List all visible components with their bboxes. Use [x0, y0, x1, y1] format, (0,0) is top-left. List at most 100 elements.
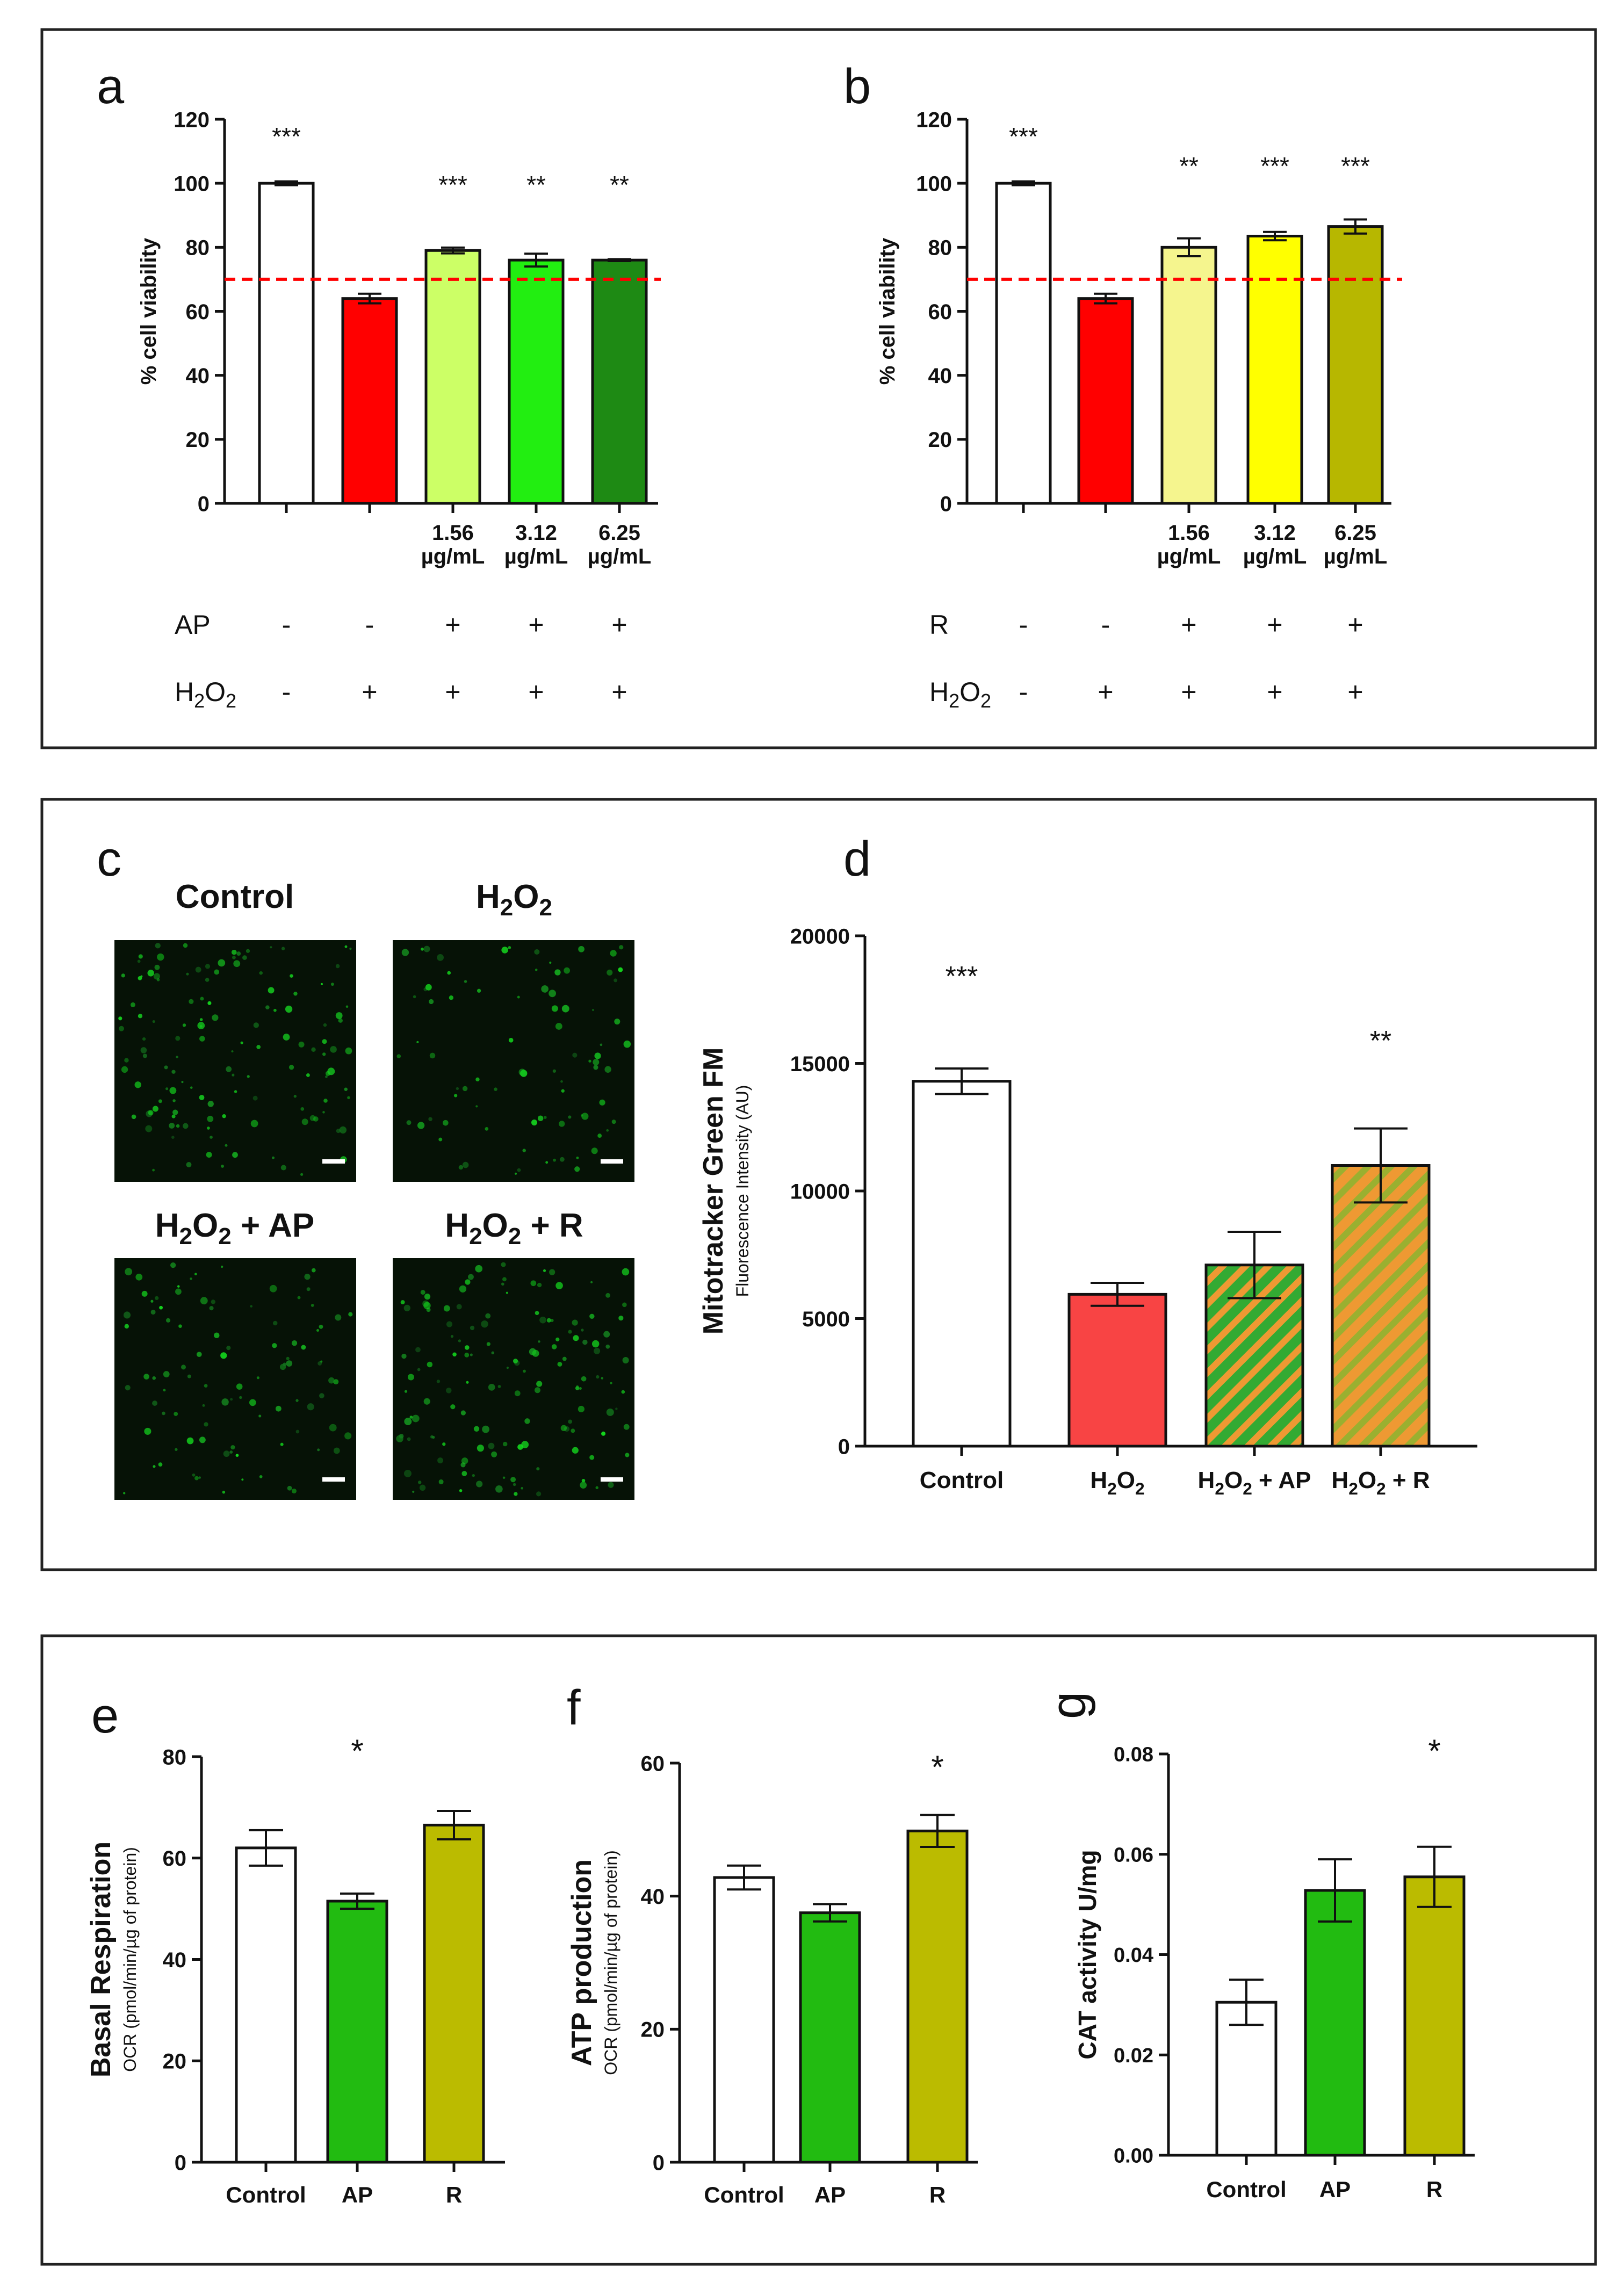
fluorescence-speckle: [317, 1448, 320, 1452]
fluorescence-speckle: [123, 1492, 126, 1494]
fluorescence-speckle: [207, 1127, 210, 1130]
fluorescence-speckle: [610, 950, 617, 957]
fluorescence-speckle: [186, 1162, 192, 1167]
fluorescence-speckle: [452, 1352, 457, 1357]
category-label: R: [929, 2182, 946, 2207]
category-label: Control: [226, 2182, 306, 2207]
fluorescence-speckle: [295, 1399, 299, 1402]
fluorescence-speckle: [313, 1116, 319, 1122]
fluorescence-speckle: [401, 1353, 407, 1359]
image-label-h2o2: H2O2: [476, 878, 552, 921]
category-label: Control: [1206, 2177, 1286, 2202]
fluorescence-speckle: [155, 943, 161, 949]
condition-row-label: H2O2: [929, 677, 991, 712]
bar: [799, 1911, 861, 2164]
fluorescence-speckle: [124, 1324, 129, 1329]
fluorescence-speckle: [226, 1066, 232, 1072]
y-tick-label: 0: [653, 2151, 665, 2175]
fluorescence-speckle: [158, 1099, 162, 1103]
category-label: AP: [814, 2182, 846, 2207]
fluorescence-speckle: [534, 1387, 540, 1394]
fluorescence-speckle: [220, 1352, 227, 1359]
fluorescence-speckle: [537, 1282, 542, 1288]
fluorescence-speckle: [438, 1479, 444, 1484]
bar: [508, 258, 565, 505]
fluorescence-speckle: [232, 955, 236, 959]
fluorescence-speckle: [517, 995, 520, 999]
y-tick-label: 0.00: [1114, 2145, 1153, 2168]
fluorescence-speckle: [242, 955, 247, 960]
fluorescence-speckle: [157, 953, 164, 961]
fluorescence-speckle: [590, 1281, 593, 1283]
chart-a-cell-viability-ap: 0 20 40 60 80 100 120 % cell viability *** *** 1.5…: [137, 108, 661, 712]
fluorescence-speckle: [147, 970, 154, 977]
fluorescence-speckle: [618, 1316, 624, 1321]
image-label-h2o2-r: H2O2 + R: [445, 1207, 583, 1250]
fluorescence-speckle: [581, 1114, 583, 1117]
fluorescence-speckle: [581, 1113, 589, 1120]
y-tick-label: 20: [186, 428, 210, 452]
fluorescence-speckle: [536, 1491, 542, 1497]
fluorescence-speckle: [506, 1367, 509, 1369]
fluorescence-speckle: [230, 1398, 233, 1401]
fluorescence-speckle: [281, 947, 285, 951]
fluorescence-speckle: [523, 1369, 526, 1373]
fluorescence-speckle: [250, 1305, 252, 1308]
fluorescence-speckle: [206, 1152, 212, 1158]
fluorescence-speckle: [252, 1095, 258, 1101]
fluorescence-speckle: [466, 1381, 469, 1384]
fluorescence-speckle: [582, 1339, 588, 1345]
fluorescence-speckle: [428, 1117, 432, 1121]
y-tick-label: 20000: [790, 925, 850, 948]
fluorescence-speckle: [304, 1274, 311, 1280]
fluorescence-speckle: [427, 1361, 433, 1368]
fluorescence-speckle: [231, 949, 237, 955]
fluorescence-speckle: [322, 1052, 326, 1056]
condition-sign: +: [528, 677, 544, 707]
panel-letter-b: b: [843, 59, 871, 114]
panel-letter-g: g: [1041, 1692, 1096, 1719]
y-tick-label: 0.02: [1114, 2045, 1153, 2067]
fluorescence-speckle: [301, 1345, 306, 1350]
y-tick-label: 60: [163, 1847, 187, 1871]
fluorescence-speckle: [450, 1334, 454, 1338]
fluorescence-speckle: [283, 1034, 290, 1041]
y-tick-label: 60: [186, 300, 210, 324]
condition-sign: +: [1267, 677, 1282, 707]
fluorescence-speckle: [226, 1346, 231, 1351]
fluorescence-speckle: [396, 1054, 401, 1059]
fluorescence-speckle: [181, 1081, 184, 1084]
condition-sign: +: [1347, 610, 1363, 640]
fluorescence-speckle: [568, 1419, 573, 1424]
microscopy-panel-c: Control H2O2 H2O2 + AP H2O2 + R: [114, 878, 634, 1500]
y-tick-label: 80: [928, 236, 952, 260]
fluorescence-speckle: [501, 1282, 504, 1286]
fluorescence-speckle: [464, 1352, 470, 1358]
panel-letter-e: e: [91, 1688, 119, 1743]
fluorescence-speckle: [286, 1360, 293, 1367]
fluorescence-speckle: [164, 1065, 168, 1070]
fluorescence-speckle: [551, 1344, 557, 1349]
y-axis-label: CAT activity U/mg: [1073, 1850, 1101, 2059]
panel-letter-a: a: [97, 59, 125, 114]
fluorescence-speckle: [234, 1090, 237, 1093]
fluorescence-speckle: [192, 1473, 196, 1477]
fluorescence-speckle: [610, 1382, 612, 1384]
condition-sign: +: [1181, 610, 1196, 640]
significance-label: **: [1370, 1026, 1391, 1057]
fluorescence-speckle: [256, 1045, 261, 1049]
y-tick-label: 10000: [790, 1180, 850, 1203]
fluorescence-speckle: [287, 1485, 292, 1491]
significance-label: *: [931, 1749, 943, 1785]
bar: [1215, 2001, 1278, 2157]
bar: [1331, 1164, 1431, 1448]
fluorescence-speckle: [335, 1012, 343, 1019]
fluorescence-speckle: [470, 1353, 473, 1356]
condition-row-label: AP: [175, 610, 211, 640]
fluorescence-speckle: [559, 1157, 565, 1162]
fluorescence-speckle: [560, 1080, 563, 1083]
fluorescence-speckle: [154, 964, 160, 970]
fluorescence-speckle: [416, 1041, 419, 1044]
fluorescence-speckle: [482, 1425, 489, 1433]
fluorescence-speckle: [541, 985, 549, 993]
